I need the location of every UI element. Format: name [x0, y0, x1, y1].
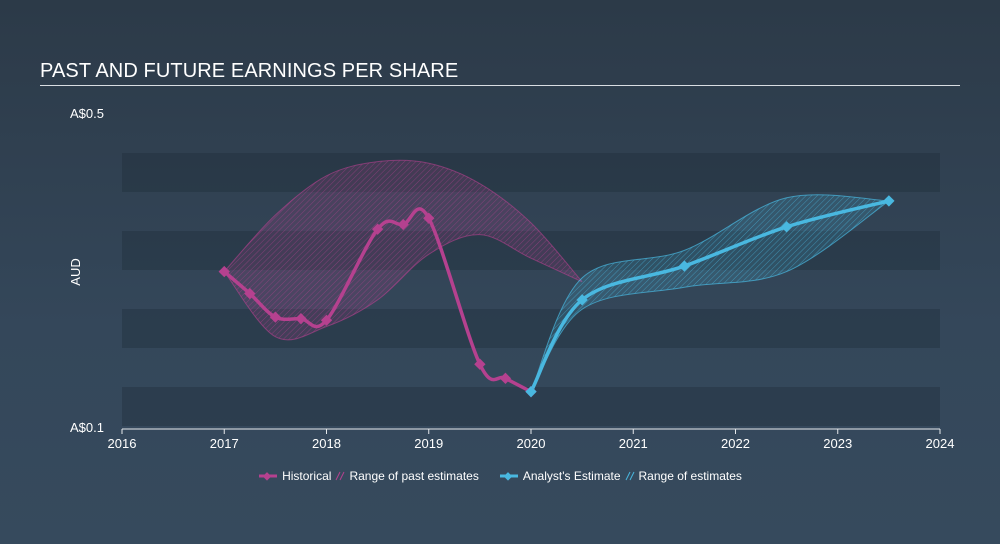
x-tick-label: 2016	[108, 436, 137, 451]
legend-analyst-estimate[interactable]: Analyst's Estimate	[499, 469, 621, 483]
legend-past-range[interactable]: Range of past estimates	[335, 469, 479, 483]
analyst-estimate-point[interactable]	[525, 386, 537, 398]
legend-historical-marker	[259, 472, 278, 481]
y-axis-title: AUD	[68, 258, 83, 285]
x-tick-label: 2018	[312, 436, 341, 451]
grid-band	[122, 309, 940, 348]
historical-point[interactable]	[269, 311, 282, 323]
legend-estimate-range[interactable]: Range of estimates	[625, 469, 742, 483]
y-axis: A$0.5 A$0.1	[70, 106, 104, 435]
legend: Historical Range of past estimates Analy…	[0, 469, 1000, 483]
legend-historical[interactable]: Historical	[258, 469, 331, 483]
historical-point[interactable]	[397, 218, 409, 231]
estimate-ranges	[223, 159, 891, 392]
x-axis: 2016 2017 2018 2019 2020 2021 2022 2023 2024	[108, 428, 955, 451]
analyst-estimate-point[interactable]	[576, 294, 588, 306]
analyst-estimate-point[interactable]	[780, 221, 793, 233]
x-tick-label: 2017	[210, 436, 239, 451]
legend-analyst-estimate-marker	[499, 472, 518, 481]
legend-analyst-estimate-label: Analyst's Estimate	[522, 469, 621, 483]
legend-historical-label: Historical	[282, 469, 332, 483]
legend-past-range-swatch	[335, 471, 345, 481]
historical-point[interactable]	[218, 265, 230, 278]
legend-past-range-label: Range of past estimates	[349, 469, 479, 483]
title-divider	[40, 85, 960, 86]
historical-point[interactable]	[423, 212, 435, 224]
x-tick-label: 2020	[517, 436, 546, 451]
series-points	[218, 195, 895, 398]
y-tick-label: A$0.5	[70, 106, 104, 121]
legend-estimate-range-label: Range of estimates	[638, 469, 742, 483]
historical-point[interactable]	[474, 358, 486, 370]
x-tick-label: 2019	[414, 436, 443, 451]
legend-estimate-range-swatch	[625, 471, 634, 481]
chart-title: PAST AND FUTURE EARNINGS PER SHARE	[40, 60, 459, 82]
historical-point[interactable]	[499, 372, 512, 384]
analyst-estimate-point[interactable]	[678, 260, 691, 272]
grid-band	[122, 153, 940, 192]
x-tick-label: 2024	[926, 436, 955, 451]
x-tick-label: 2022	[721, 436, 750, 451]
analyst-estimate-point[interactable]	[883, 195, 895, 207]
historical-point[interactable]	[295, 313, 307, 325]
estimates-range-area	[530, 194, 891, 392]
x-tick-label: 2021	[619, 436, 648, 451]
y-tick-label: A$0.1	[70, 420, 104, 435]
x-tick-label: 2023	[823, 436, 852, 451]
historical-point[interactable]	[320, 314, 333, 326]
historical-point[interactable]	[371, 223, 384, 235]
historical-point[interactable]	[244, 287, 256, 300]
